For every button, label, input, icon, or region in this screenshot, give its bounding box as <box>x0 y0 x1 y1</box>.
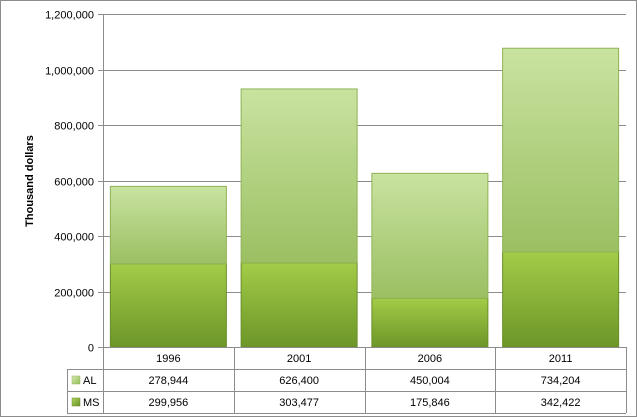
bar-ms-2001 <box>240 262 358 348</box>
legend-swatch-al <box>71 375 81 385</box>
bar-al-2011 <box>502 47 620 253</box>
table-value-al: 734,204 <box>541 375 581 387</box>
bar-ms-1996 <box>109 263 227 348</box>
legend-label-al: AL <box>83 375 96 387</box>
table-value-ms: 342,422 <box>541 397 581 409</box>
table-value-ms: 303,477 <box>279 397 319 409</box>
table-value-al: 450,004 <box>410 375 450 387</box>
x-category-label: 2011 <box>549 353 573 365</box>
y-tick-label: 1,200,000 <box>45 10 94 22</box>
legend-label-ms: MS <box>83 397 100 409</box>
bar-al-2006 <box>371 172 489 299</box>
table-value-al: 626,400 <box>279 375 319 387</box>
y-tick-label: 0 <box>88 343 94 355</box>
x-category-label: 2001 <box>287 353 311 365</box>
data-table: 1996 2001 2006 2011 AL 278,944 626,400 450,004 7… <box>67 347 627 414</box>
y-tick-label: 400,000 <box>54 232 94 244</box>
bar-al-1996 <box>109 185 227 265</box>
y-tick-label: 800,000 <box>54 121 94 133</box>
table-value-al: 278,944 <box>148 375 188 387</box>
table-value-ms: 175,846 <box>410 397 450 409</box>
bar-ms-2011 <box>502 251 620 348</box>
bars <box>109 47 620 348</box>
legend-swatch-ms <box>71 397 81 407</box>
bar-al-2001 <box>240 88 358 264</box>
y-tick-label: 600,000 <box>54 177 94 189</box>
y-axis: 0 200,000 400,000 600,000 800,000 1,000,000 1,… <box>45 10 104 355</box>
y-tick-label: 1,000,000 <box>45 66 94 78</box>
bar-ms-2006 <box>371 297 489 348</box>
y-tick-label: 200,000 <box>54 288 94 300</box>
x-category-label: 2006 <box>418 353 442 365</box>
y-axis-title: Thousand dollars <box>24 135 36 227</box>
x-category-label: 1996 <box>156 353 180 365</box>
table-value-ms: 299,956 <box>148 397 188 409</box>
